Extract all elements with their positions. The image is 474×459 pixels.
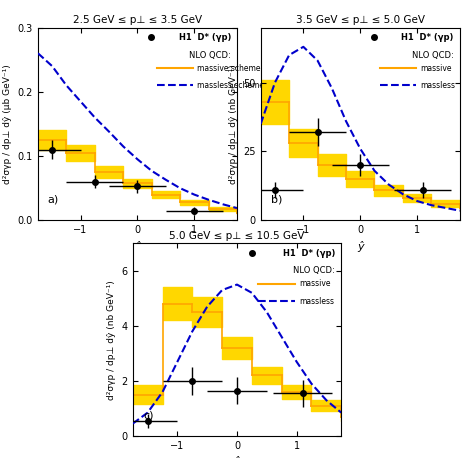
Text: H1  D* (γp): H1 D* (γp) xyxy=(401,34,454,42)
Text: massless scheme: massless scheme xyxy=(197,81,264,90)
Y-axis label: d²σγp / dp⊥ dŷ (nb GeV⁻¹): d²σγp / dp⊥ dŷ (nb GeV⁻¹) xyxy=(229,64,238,184)
Y-axis label: d²σγp / dp⊥ dŷ (μb GeV⁻¹): d²σγp / dp⊥ dŷ (μb GeV⁻¹) xyxy=(3,64,12,184)
Text: massive: massive xyxy=(300,279,331,288)
Title: 5.0 GeV ≤ p⊥ ≤ 10.5 GeV: 5.0 GeV ≤ p⊥ ≤ 10.5 GeV xyxy=(169,231,305,241)
Y-axis label: d²σγp / dp⊥ dŷ (nb GeV⁻¹): d²σγp / dp⊥ dŷ (nb GeV⁻¹) xyxy=(107,280,116,399)
Text: massive: massive xyxy=(420,63,451,73)
Title: 3.5 GeV ≤ p⊥ ≤ 5.0 GeV: 3.5 GeV ≤ p⊥ ≤ 5.0 GeV xyxy=(296,15,425,25)
Text: NLO QCD:: NLO QCD: xyxy=(293,266,335,275)
Text: H1  D* (γp): H1 D* (γp) xyxy=(179,34,231,42)
Text: H1  D* (γp): H1 D* (γp) xyxy=(283,249,335,258)
Text: NLO QCD:: NLO QCD: xyxy=(189,50,231,60)
X-axis label: ŷ: ŷ xyxy=(234,456,240,459)
X-axis label: ŷ: ŷ xyxy=(357,241,364,252)
Text: b): b) xyxy=(271,195,282,205)
Text: c): c) xyxy=(143,411,154,420)
Title: 2.5 GeV ≤ p⊥ ≤ 3.5 GeV: 2.5 GeV ≤ p⊥ ≤ 3.5 GeV xyxy=(73,15,202,25)
Text: a): a) xyxy=(48,195,59,205)
Text: massless: massless xyxy=(300,297,335,306)
Text: NLO QCD:: NLO QCD: xyxy=(412,50,454,60)
X-axis label: ŷ: ŷ xyxy=(134,241,141,252)
Text: massive scheme: massive scheme xyxy=(197,63,261,73)
Text: massless: massless xyxy=(420,81,455,90)
